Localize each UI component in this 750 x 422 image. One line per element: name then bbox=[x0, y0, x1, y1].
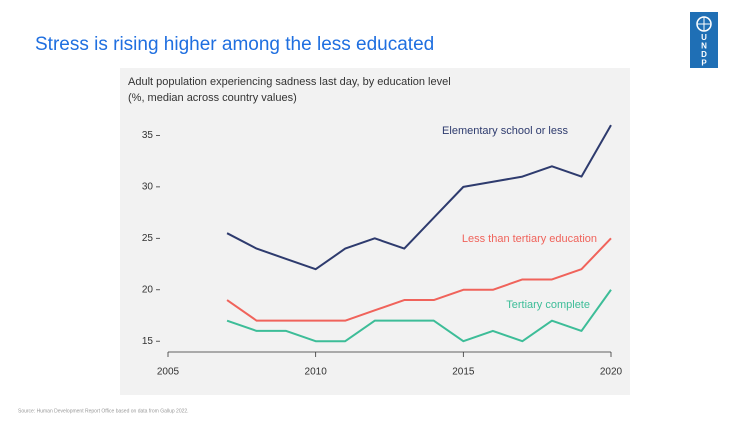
chart-panel bbox=[120, 68, 630, 395]
series-line bbox=[226, 124, 612, 271]
series-label: Less than tertiary education bbox=[462, 233, 597, 245]
y-tick-label: 20 bbox=[142, 284, 154, 295]
logo-letter: N bbox=[701, 42, 707, 51]
slide-title: Stress is rising higher among the less e… bbox=[35, 34, 434, 55]
y-tick-label: 15 bbox=[142, 336, 154, 347]
x-tick-label: 2010 bbox=[305, 367, 328, 378]
series-label: Elementary school or less bbox=[442, 125, 568, 137]
y-tick-label: 25 bbox=[142, 233, 154, 244]
source-note: Source: Human Development Report Office … bbox=[18, 408, 189, 414]
logo bbox=[690, 12, 718, 68]
chart-title: Adult population experiencing sadness la… bbox=[128, 76, 451, 88]
logo-letter: D bbox=[701, 50, 707, 59]
x-tick-label: 2015 bbox=[452, 367, 475, 378]
series-line bbox=[226, 289, 612, 343]
series-label: Tertiary complete bbox=[506, 299, 590, 311]
series-line bbox=[226, 237, 612, 322]
y-tick-label: 35 bbox=[142, 130, 154, 141]
x-tick-label: 2005 bbox=[157, 367, 180, 378]
x-tick-label: 2020 bbox=[600, 367, 623, 378]
logo-letter: P bbox=[701, 59, 707, 68]
logo-letter: U bbox=[701, 33, 707, 42]
chart-subtitle: (%, median across country values) bbox=[128, 92, 297, 104]
y-tick-label: 30 bbox=[142, 182, 154, 193]
